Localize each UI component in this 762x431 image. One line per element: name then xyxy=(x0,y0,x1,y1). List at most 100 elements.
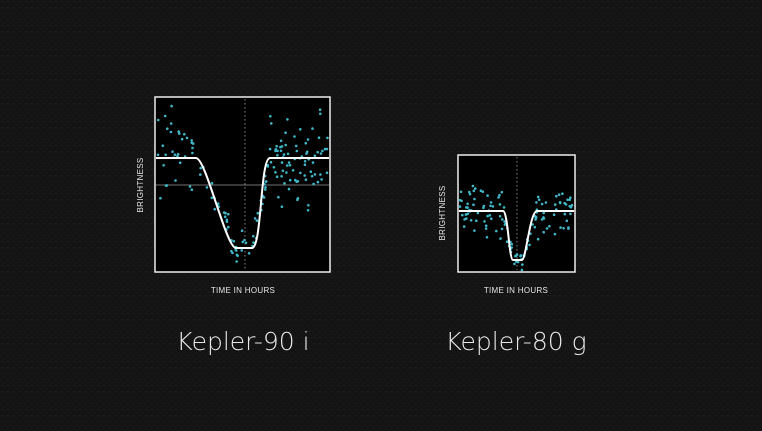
data-dot xyxy=(295,180,299,183)
data-dot xyxy=(210,181,214,185)
data-dot xyxy=(567,226,570,229)
data-dot xyxy=(540,202,544,206)
data-dot xyxy=(463,218,466,221)
data-dot xyxy=(474,187,477,190)
data-dot xyxy=(466,202,469,206)
data-dot xyxy=(320,178,323,181)
data-dot xyxy=(562,227,565,230)
data-dot xyxy=(501,218,504,221)
data-dot xyxy=(479,189,483,192)
data-dot xyxy=(498,215,502,218)
data-dot xyxy=(266,165,270,168)
data-dot xyxy=(190,188,194,191)
data-dot xyxy=(476,211,480,215)
data-dot xyxy=(500,227,504,231)
data-dot xyxy=(178,161,182,164)
data-dot xyxy=(461,213,464,217)
data-dot xyxy=(264,188,267,191)
data-dot xyxy=(282,153,286,156)
data-dot xyxy=(565,219,569,223)
x-axis-label: TIME IN HOURS xyxy=(211,286,275,295)
data-dot xyxy=(484,224,488,227)
data-dot xyxy=(295,149,299,153)
data-dot xyxy=(520,268,524,272)
data-dot xyxy=(310,174,314,178)
data-dot xyxy=(472,203,475,206)
data-dot xyxy=(275,144,279,148)
data-dot xyxy=(284,143,288,147)
data-dot xyxy=(288,163,292,167)
data-dot xyxy=(247,252,251,255)
data-dot xyxy=(173,153,177,156)
data-dot xyxy=(285,171,288,174)
data-dot xyxy=(486,194,489,197)
data-dot xyxy=(269,160,273,164)
data-dot xyxy=(286,118,289,121)
data-dot xyxy=(256,211,260,215)
data-dot xyxy=(458,205,462,208)
data-dot xyxy=(482,204,486,208)
data-dot xyxy=(318,108,322,111)
data-dot xyxy=(321,149,324,153)
data-dot xyxy=(533,225,537,229)
data-dot xyxy=(303,160,307,163)
data-dot xyxy=(240,229,244,232)
data-dot xyxy=(299,128,302,131)
data-dot xyxy=(519,254,522,258)
data-dot xyxy=(326,136,329,140)
data-dot xyxy=(319,173,322,176)
data-dot xyxy=(553,232,557,236)
data-dot xyxy=(270,122,273,125)
data-dot xyxy=(559,226,562,229)
data-dot xyxy=(279,145,282,149)
data-dot xyxy=(275,175,279,178)
data-dot xyxy=(166,127,169,130)
data-dot xyxy=(274,171,277,174)
data-dot xyxy=(177,130,180,133)
data-dot xyxy=(489,201,493,204)
data-dot xyxy=(545,227,549,230)
data-dot xyxy=(253,217,257,220)
data-dot xyxy=(255,219,259,222)
data-dot xyxy=(465,206,468,209)
data-dot xyxy=(180,137,184,141)
data-dot xyxy=(188,185,192,188)
data-dot xyxy=(497,196,500,199)
data-dot xyxy=(323,147,327,151)
data-dot xyxy=(466,212,470,216)
data-dot xyxy=(169,130,173,134)
data-dot xyxy=(223,215,227,218)
data-dot xyxy=(542,211,545,215)
data-dot xyxy=(252,234,255,238)
data-dot xyxy=(483,220,486,223)
data-dot xyxy=(458,198,462,202)
data-dot xyxy=(500,190,504,194)
data-dot xyxy=(311,161,315,164)
data-dot xyxy=(558,201,562,205)
data-dot xyxy=(510,242,514,246)
data-dot xyxy=(311,127,314,130)
data-dot xyxy=(303,174,307,177)
data-dot xyxy=(316,180,320,184)
data-dot xyxy=(498,193,501,197)
data-dot xyxy=(232,240,236,243)
data-dot xyxy=(269,115,272,118)
data-dot xyxy=(281,169,285,173)
data-dot xyxy=(274,149,277,153)
data-dot xyxy=(190,141,193,145)
data-dot xyxy=(489,204,492,208)
data-dot xyxy=(542,217,546,220)
data-dot xyxy=(185,136,189,140)
data-dot xyxy=(316,150,320,154)
data-dot xyxy=(299,171,302,175)
data-dot xyxy=(317,136,321,139)
data-dot xyxy=(469,219,473,222)
data-dot xyxy=(159,196,162,200)
data-dot xyxy=(287,161,291,164)
data-dot xyxy=(513,262,516,266)
data-dot xyxy=(544,201,548,204)
data-dot xyxy=(542,230,545,234)
data-dot xyxy=(536,195,540,199)
